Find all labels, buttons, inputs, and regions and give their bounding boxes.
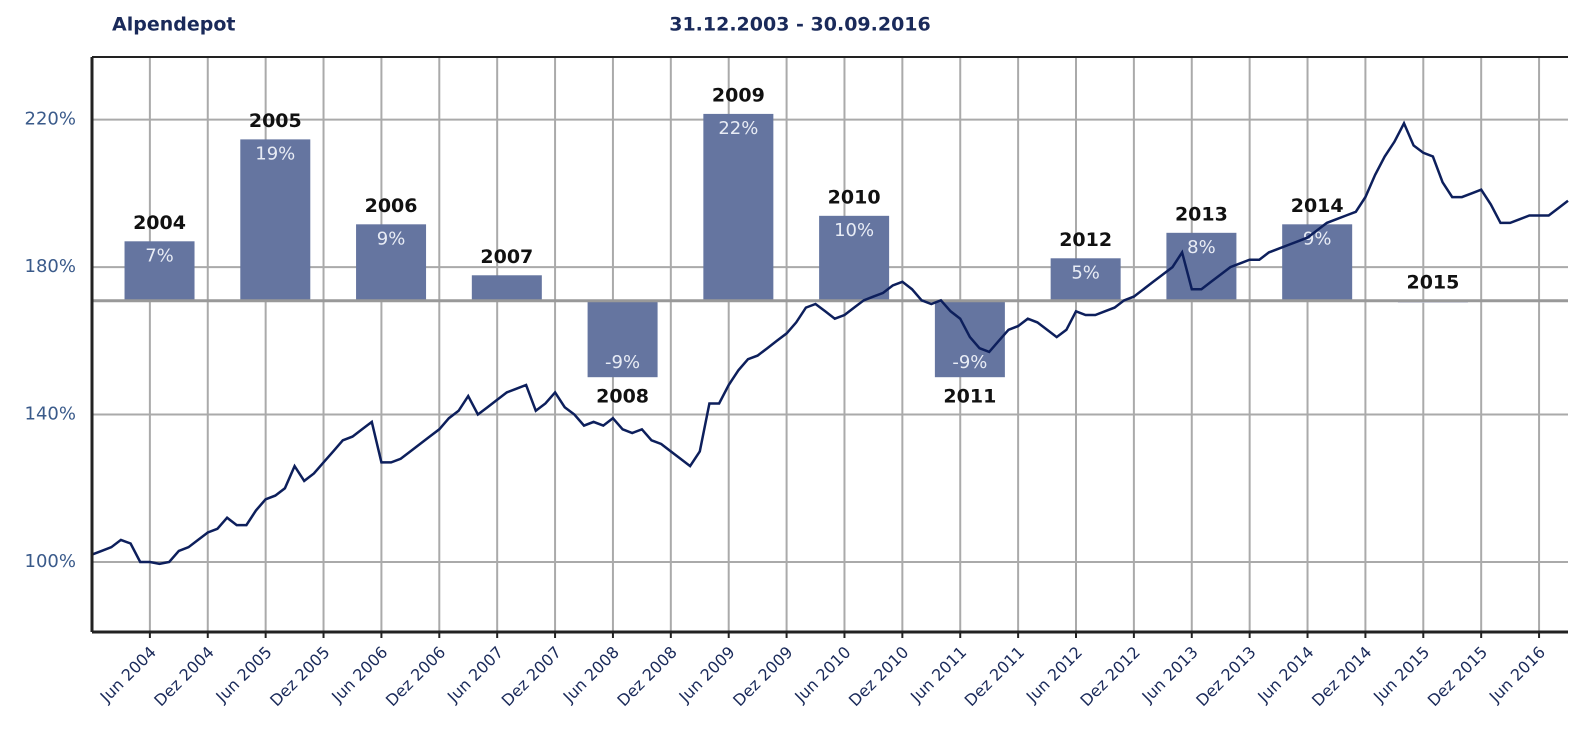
value-label: 10% (834, 220, 874, 241)
x-tick-label: Dez 2010 (845, 643, 912, 710)
y-tick-label: 140% (25, 404, 76, 425)
bar (124, 241, 195, 301)
x-tick-label: Dez 2005 (266, 643, 333, 710)
y-tick-label: 100% (25, 551, 76, 572)
year-label: 2008 (596, 386, 649, 408)
bar (1282, 224, 1353, 301)
bar (240, 139, 311, 301)
value-label: 22% (718, 118, 758, 139)
bar (819, 215, 890, 301)
year-label: 2015 (1406, 271, 1459, 293)
bar (471, 275, 542, 301)
bar (1050, 258, 1121, 301)
x-tick-label: Dez 2007 (498, 643, 565, 710)
chart-title: Alpendepot (112, 14, 235, 36)
year-label: 2009 (712, 84, 765, 106)
year-label: 2010 (828, 186, 881, 208)
y-tick-label: 220% (25, 109, 76, 130)
x-tick-label: Dez 2015 (1424, 643, 1491, 710)
value-label: 19% (255, 143, 295, 164)
value-label: -9% (605, 352, 640, 373)
value-label: 5% (1071, 262, 1100, 283)
x-tick-label: Dez 2014 (1308, 643, 1375, 710)
x-tick-label: Dez 2013 (1192, 643, 1259, 710)
x-tick-label: Dez 2008 (613, 643, 680, 710)
x-tick-label: Dez 2011 (961, 643, 1028, 710)
bar (356, 224, 427, 301)
year-label: 2012 (1059, 229, 1112, 251)
year-label: 2007 (480, 246, 533, 268)
value-label: 9% (1303, 228, 1332, 249)
year-label: 2006 (365, 195, 418, 217)
year-label: 2014 (1291, 195, 1344, 217)
chart-subtitle: 31.12.2003 - 30.09.2016 (669, 14, 931, 36)
year-label: 2005 (249, 110, 302, 132)
x-tick-label: Dez 2012 (1076, 643, 1143, 710)
year-label: 2004 (133, 212, 186, 234)
year-label: 2013 (1175, 203, 1228, 225)
y-tick-label: 180% (25, 256, 76, 277)
bar (703, 113, 774, 301)
line-series (91, 120, 1569, 566)
bar (587, 300, 658, 378)
value-label: 9% (377, 228, 406, 249)
value-label: 7% (145, 245, 174, 266)
x-tick-label: Dez 2004 (150, 643, 217, 710)
x-tick-label: Dez 2006 (382, 643, 449, 710)
x-tick-label: Jun 2016 (1485, 643, 1549, 707)
year-label: 2011 (943, 386, 996, 408)
x-tick-label: Dez 2009 (729, 643, 796, 710)
value-label: 8% (1187, 237, 1216, 258)
value-label: -9% (952, 352, 987, 373)
